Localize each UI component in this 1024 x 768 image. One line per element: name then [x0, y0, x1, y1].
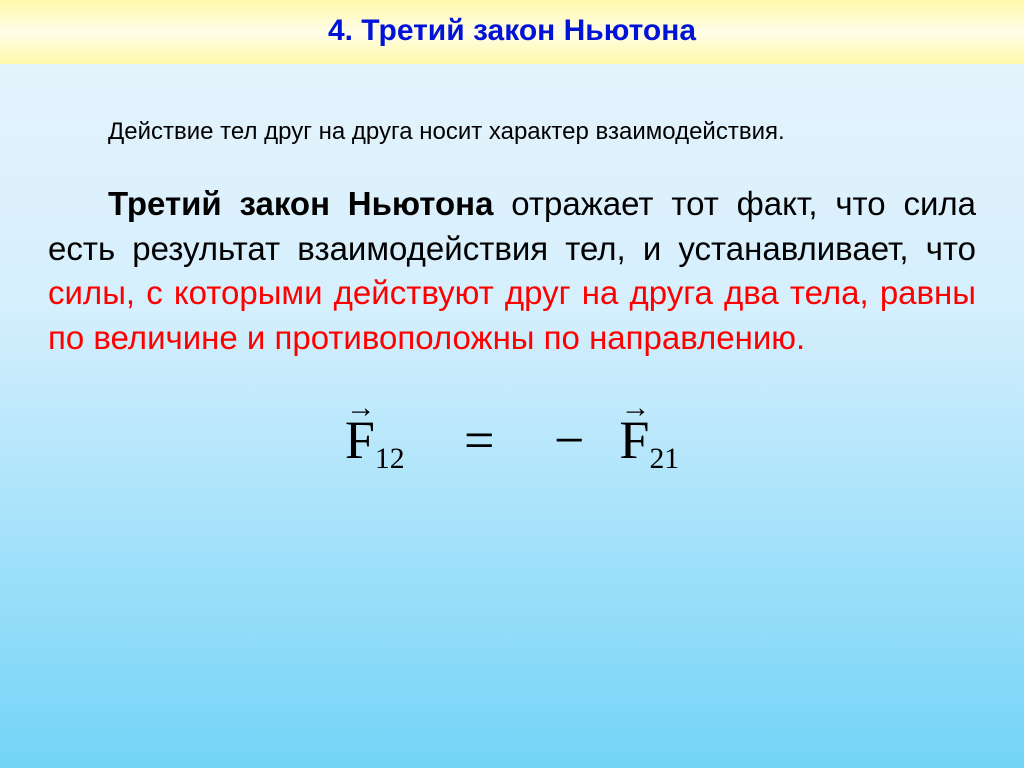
- intro-text: Действие тел друг на друга носит характе…: [108, 118, 785, 145]
- formula: → F 12 = − → F 21: [345, 409, 679, 473]
- equals-sign: =: [464, 410, 494, 470]
- title-bar: 4. Третий закон Ньютона: [0, 0, 1024, 64]
- minus-sign: −: [554, 410, 584, 470]
- intro-paragraph: Действие тел друг на друга носит характе…: [48, 116, 976, 148]
- f21-subscript: 21: [649, 443, 679, 475]
- f12-subscript: 12: [375, 443, 405, 475]
- law-statement-red: силы, с которыми действуют друг на друга…: [48, 274, 976, 356]
- formula-container: → F 12 = − → F 21: [48, 409, 976, 473]
- vector-arrow-icon: →: [619, 403, 649, 415]
- vector-arrow-icon: →: [345, 403, 375, 415]
- slide-title: 4. Третий закон Ньютона: [328, 14, 696, 47]
- vector-f21: → F: [619, 409, 649, 471]
- law-paragraph: Третий закон Ньютона отражает тот факт, …: [48, 182, 976, 360]
- content-area: Действие тел друг на друга носит характе…: [0, 64, 1024, 473]
- law-name-bold: Третий закон Ньютона: [108, 185, 493, 222]
- vector-f12: → F: [345, 409, 375, 471]
- slide-container: 4. Третий закон Ньютона Действие тел дру…: [0, 0, 1024, 768]
